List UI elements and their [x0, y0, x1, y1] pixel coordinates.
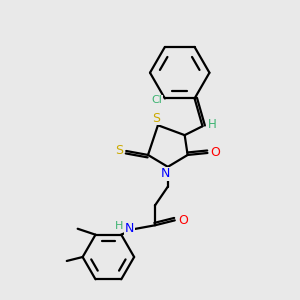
Text: N: N — [124, 222, 134, 235]
Text: O: O — [211, 146, 220, 160]
Text: N: N — [161, 167, 170, 180]
Text: S: S — [115, 145, 123, 158]
Text: Cl: Cl — [152, 95, 162, 105]
Text: S: S — [152, 112, 160, 125]
Text: O: O — [178, 214, 188, 227]
Text: H: H — [115, 221, 124, 231]
Text: H: H — [208, 118, 217, 131]
